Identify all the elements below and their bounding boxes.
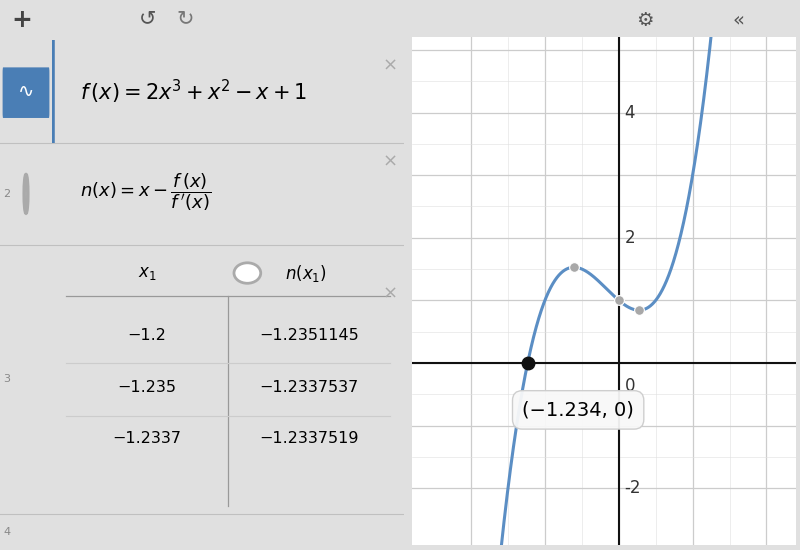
Circle shape	[24, 175, 28, 213]
Text: 4: 4	[625, 103, 635, 122]
Text: «: «	[732, 10, 744, 30]
Text: ↺: ↺	[139, 8, 157, 28]
Circle shape	[234, 263, 261, 283]
Text: 2: 2	[3, 189, 10, 199]
Text: 4: 4	[3, 527, 10, 537]
Text: −1.2337537: −1.2337537	[259, 380, 358, 395]
Text: ×: ×	[382, 57, 398, 75]
Text: ↻: ↻	[176, 8, 194, 28]
Text: (−1.234, 0): (−1.234, 0)	[522, 400, 634, 420]
Text: ⚙: ⚙	[636, 10, 654, 30]
Text: 0: 0	[625, 377, 635, 395]
Text: -2: -2	[625, 479, 641, 497]
Text: 3: 3	[3, 375, 10, 384]
Text: ×: ×	[382, 152, 398, 170]
Text: $n(x) = x - \dfrac{f\,(x)}{f\,^{\prime}(x)}$: $n(x) = x - \dfrac{f\,(x)}{f\,^{\prime}(…	[80, 171, 211, 213]
Text: $n(x_1)$: $n(x_1)$	[285, 262, 326, 284]
Text: −1.2351145: −1.2351145	[259, 328, 359, 343]
Text: $x_1$: $x_1$	[138, 265, 156, 282]
Text: −1.2337: −1.2337	[113, 431, 182, 446]
Text: $f\,(x) = 2x^3 + x^2 - x + 1$: $f\,(x) = 2x^3 + x^2 - x + 1$	[80, 78, 307, 106]
Text: 1: 1	[3, 86, 10, 97]
Text: ∿: ∿	[18, 82, 34, 101]
Text: −1.235: −1.235	[118, 380, 177, 395]
Text: −1.2: −1.2	[128, 328, 166, 343]
Text: 2: 2	[625, 229, 635, 247]
Text: +: +	[11, 8, 33, 32]
FancyBboxPatch shape	[2, 68, 50, 118]
Text: ×: ×	[382, 284, 398, 303]
Text: −1.2337519: −1.2337519	[259, 431, 358, 446]
